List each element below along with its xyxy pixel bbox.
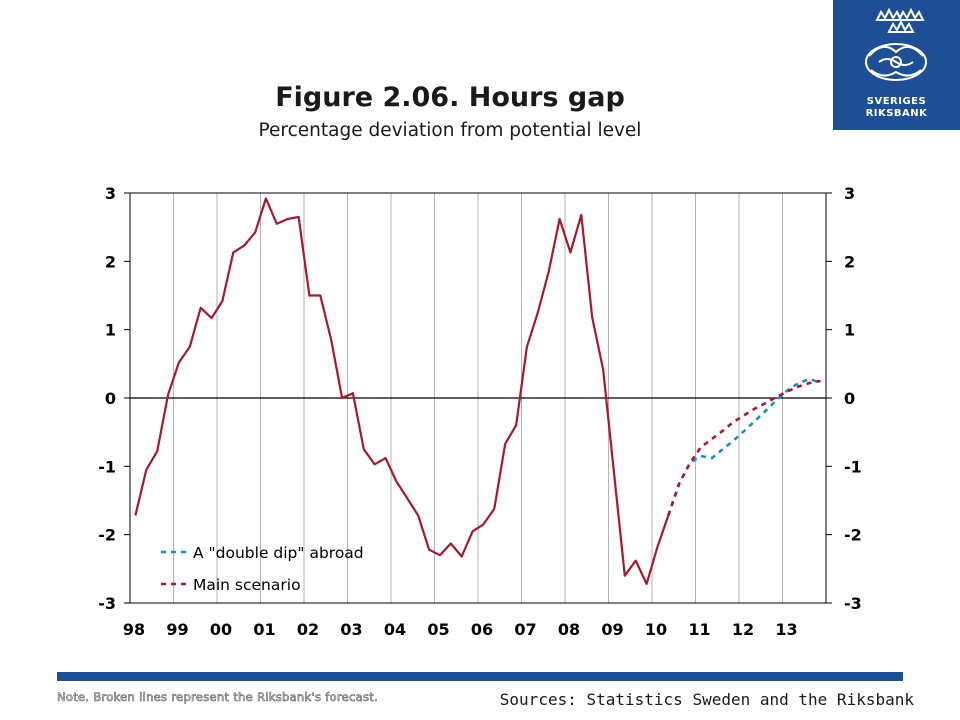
x-tick-label: 11 bbox=[688, 620, 710, 639]
x-tick-label: 98 bbox=[123, 620, 145, 639]
x-tick-label: 10 bbox=[645, 620, 667, 639]
tick-labels: 3 32 21 10 0-1 -1-2 -2-3 -398 99 00 01 02 03 04 05 06 07… bbox=[98, 184, 862, 639]
y-tick-label-left: -3 bbox=[98, 594, 116, 613]
x-tick-label: 99 bbox=[166, 620, 188, 639]
x-tick-label: 05 bbox=[427, 620, 449, 639]
series-line-1 bbox=[667, 377, 822, 516]
legend-label: Main scenario bbox=[193, 576, 301, 594]
x-tick-label: 12 bbox=[732, 620, 754, 639]
x-tick-label: 02 bbox=[297, 620, 319, 639]
x-tick-label: 04 bbox=[384, 620, 406, 639]
y-tick-label-right: 2 bbox=[844, 252, 855, 271]
y-tick-label-right: 1 bbox=[844, 321, 855, 340]
y-tick-label-left: 2 bbox=[105, 252, 116, 271]
x-tick-label: 01 bbox=[253, 620, 275, 639]
x-tick-label: 13 bbox=[775, 620, 797, 639]
y-tick-label-left: 3 bbox=[105, 184, 116, 203]
chart-title: Figure 2.06. Hours gap bbox=[275, 82, 625, 113]
legend: A "double dip" abroad Main scenario bbox=[161, 544, 364, 594]
series-lines bbox=[134, 197, 822, 585]
riksbank-crest-icon bbox=[865, 7, 927, 81]
sources-text: Sources: Statistics Sweden and the Riksb… bbox=[499, 690, 914, 709]
series-line-2 bbox=[667, 379, 821, 516]
footer-bar bbox=[57, 672, 903, 681]
riksbank-logo: SVERIGES RIKSBANK bbox=[833, 0, 960, 130]
logo-line2: RIKSBANK bbox=[865, 108, 928, 119]
logo-line1: SVERIGES bbox=[866, 96, 927, 107]
y-tick-label-left: 1 bbox=[105, 321, 116, 340]
x-tick-label: 08 bbox=[558, 620, 580, 639]
x-tick-label: 03 bbox=[340, 620, 362, 639]
y-tick-label-right: 3 bbox=[844, 184, 855, 203]
x-tick-label: 06 bbox=[471, 620, 493, 639]
forecast-note: Note. Broken lines represent the Riksban… bbox=[57, 690, 379, 705]
x-tick-label: 09 bbox=[601, 620, 623, 639]
y-tick-label-right: 0 bbox=[844, 389, 855, 408]
axes bbox=[124, 192, 832, 604]
series-line-0 bbox=[134, 197, 670, 585]
y-tick-label-right: -2 bbox=[844, 526, 862, 545]
y-tick-label-left: -2 bbox=[98, 526, 116, 545]
x-tick-label: 00 bbox=[210, 620, 232, 639]
x-tick-label: 07 bbox=[514, 620, 536, 639]
y-tick-label-left: -1 bbox=[98, 457, 116, 476]
y-tick-label-right: -1 bbox=[844, 457, 862, 476]
chart-subtitle: Percentage deviation from potential leve… bbox=[258, 120, 642, 141]
y-tick-label-right: -3 bbox=[844, 594, 862, 613]
legend-label: A "double dip" abroad bbox=[193, 544, 364, 562]
y-tick-label-left: 0 bbox=[105, 389, 116, 408]
